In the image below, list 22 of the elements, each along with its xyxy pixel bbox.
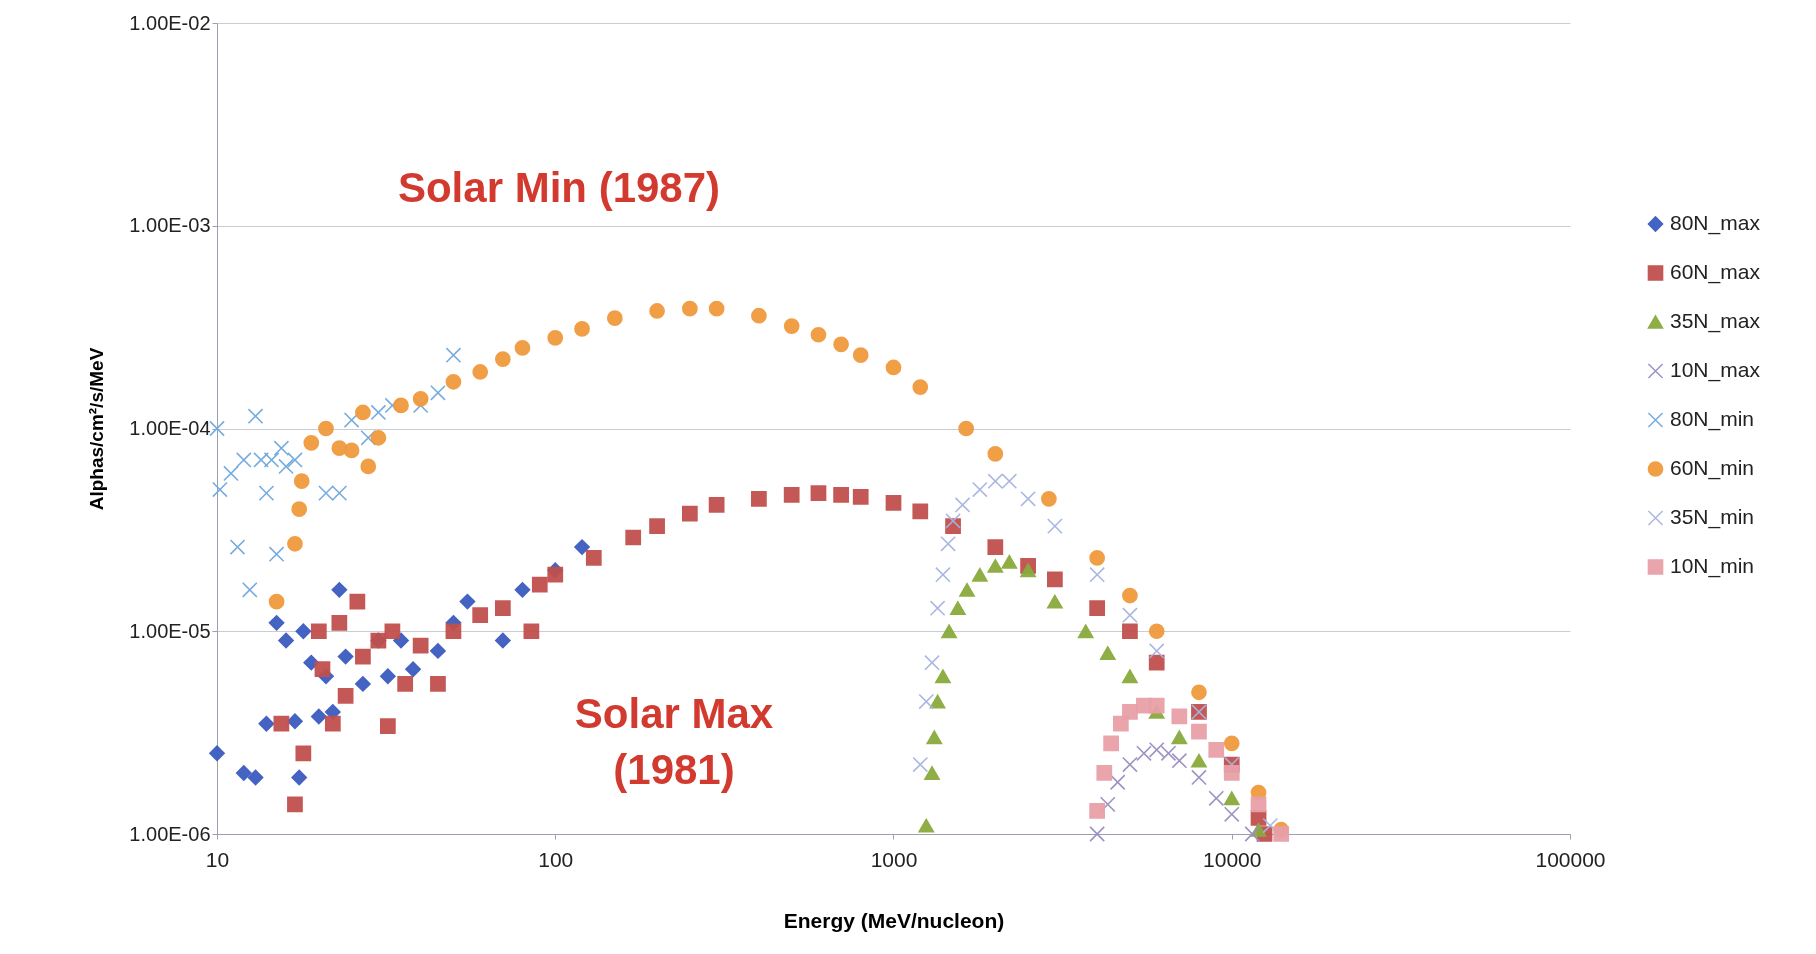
y-tick-label: 1.00E-04 — [129, 417, 211, 439]
legend-label: 80N_min — [1670, 407, 1755, 431]
x-tick-label: 10 — [205, 847, 230, 871]
x-tick-label: 100000 — [1535, 847, 1606, 871]
x-tick-label: 1000 — [870, 847, 918, 871]
y-tick-label: 1.00E-06 — [129, 822, 211, 845]
annotation: Solar Min (1987) — [397, 164, 721, 211]
legend-label: 10N_min — [1670, 554, 1755, 578]
x-tick-label: 10000 — [1203, 847, 1262, 871]
x-axis-title: Energy (MeV/nucleon) — [783, 908, 1005, 932]
y-axis-title: Alphas/cm²/s/MeV — [86, 347, 108, 511]
y-tick-label: 1.00E-03 — [129, 214, 211, 237]
legend-label: 60N_min — [1670, 456, 1755, 480]
legend-label: 60N_max — [1670, 260, 1761, 284]
y-tick-label: 1.00E-05 — [129, 619, 211, 642]
y-tick-label: 1.00E-02 — [129, 11, 211, 34]
legend-label: 10N_max — [1670, 358, 1761, 382]
x-tick-label: 100 — [538, 847, 574, 871]
legend-label: 80N_max — [1670, 211, 1761, 235]
legend-label: 35N_max — [1670, 309, 1761, 333]
legend-label: 35N_min — [1670, 505, 1755, 529]
annotation: Solar Max (1981) — [574, 690, 774, 793]
